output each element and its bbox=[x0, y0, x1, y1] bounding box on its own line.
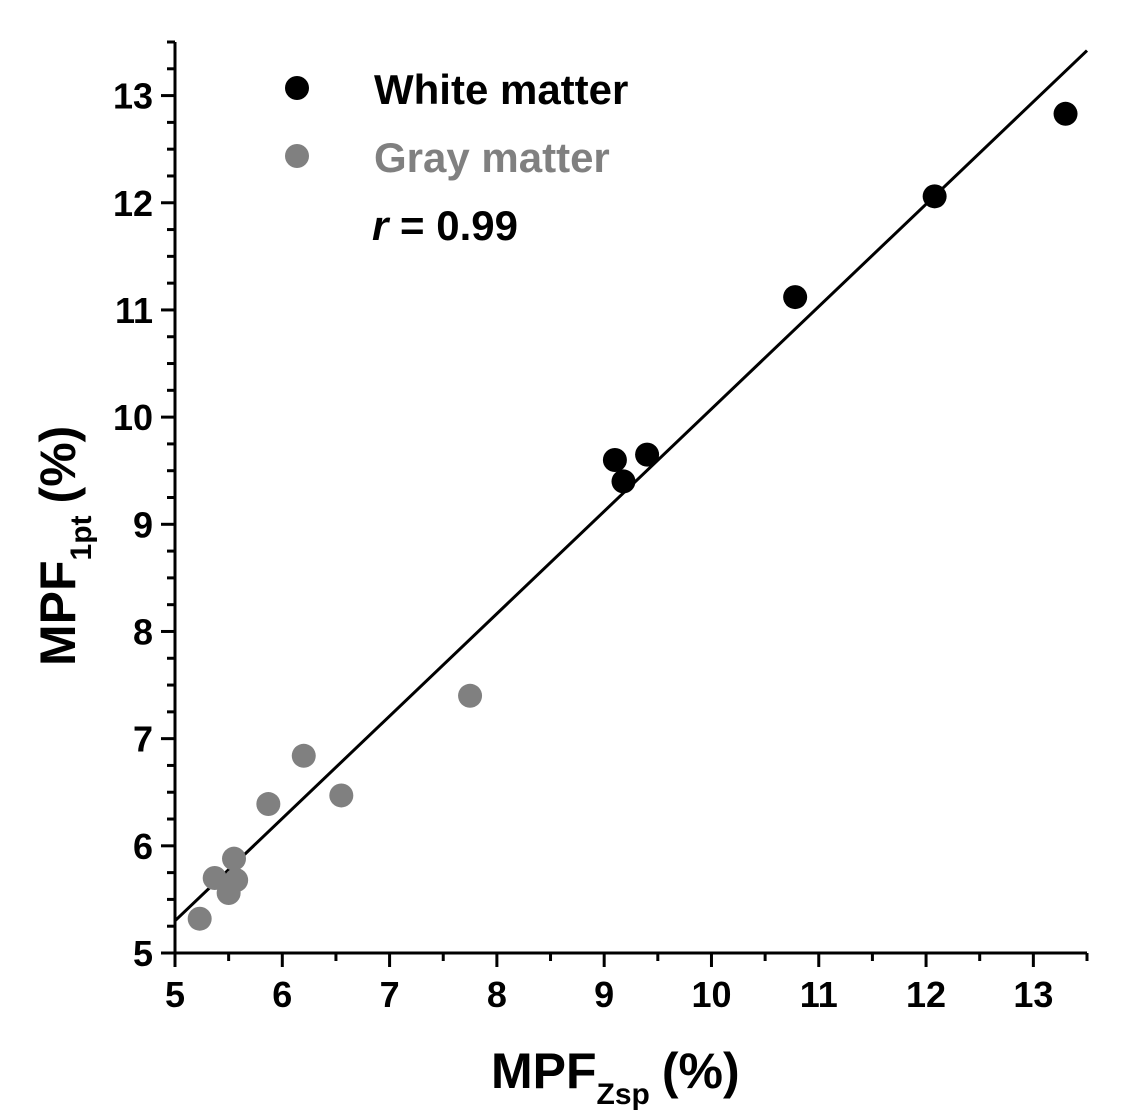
data-point-gray-matter bbox=[256, 792, 281, 817]
x-axis-title-main: MPF bbox=[491, 1043, 597, 1099]
x-tick-label: 12 bbox=[906, 974, 946, 1015]
x-axis-title: MPFZsp (%) bbox=[491, 1043, 740, 1111]
legend-label-gray-matter: Gray matter bbox=[374, 134, 610, 181]
data-point-white-matter bbox=[611, 469, 636, 494]
data-point-gray-matter bbox=[458, 683, 483, 708]
y-tick-label: 13 bbox=[113, 76, 153, 117]
data-point-white-matter bbox=[1053, 101, 1078, 126]
x-tick-label: 6 bbox=[272, 974, 292, 1015]
y-axis-title-main: MPF bbox=[30, 560, 86, 666]
y-tick-label: 5 bbox=[133, 933, 153, 974]
y-axis-title: MPF1pt (%) bbox=[30, 426, 98, 666]
data-point-gray-matter bbox=[222, 846, 247, 871]
x-tick-label: 13 bbox=[1013, 974, 1053, 1015]
y-tick-label: 12 bbox=[113, 183, 153, 224]
legend-label-white-matter: White matter bbox=[374, 66, 628, 113]
y-tick-label: 9 bbox=[133, 504, 153, 545]
data-point-white-matter bbox=[922, 184, 947, 209]
y-axis-title-subscript: 1pt bbox=[65, 515, 98, 560]
legend-marker-white-matter bbox=[285, 76, 309, 100]
x-tick-label: 8 bbox=[487, 974, 507, 1015]
x-tick-label: 11 bbox=[800, 974, 838, 1015]
data-point-gray-matter bbox=[202, 865, 227, 890]
legend-marker-gray-matter bbox=[285, 144, 309, 168]
y-tick-label: 6 bbox=[133, 826, 153, 867]
data-point-gray-matter bbox=[224, 868, 249, 893]
data-point-gray-matter bbox=[329, 783, 354, 808]
y-tick-label: 8 bbox=[133, 611, 153, 652]
x-tick-label: 9 bbox=[594, 974, 614, 1015]
data-point-white-matter bbox=[635, 442, 660, 467]
correlation-annotation: r = 0.99 bbox=[372, 202, 518, 249]
y-axis-title-unit: (%) bbox=[30, 426, 86, 504]
y-tick-label: 10 bbox=[113, 397, 153, 438]
y-tick-label: 7 bbox=[133, 719, 153, 760]
data-points bbox=[187, 101, 1078, 931]
axes: 5 6 7 8 9 10 11 12 13 5 6 7 8 9 10 11 12 13 bbox=[113, 40, 1089, 1015]
data-point-gray-matter bbox=[291, 743, 316, 768]
data-point-white-matter bbox=[783, 285, 808, 310]
data-point-gray-matter bbox=[187, 906, 212, 931]
y-tick-label: 11 bbox=[115, 290, 153, 331]
x-tick-label: 5 bbox=[165, 974, 185, 1015]
correlation-value: = 0.99 bbox=[388, 202, 518, 249]
x-axis-title-unit: (%) bbox=[662, 1043, 740, 1099]
legend: White matter Gray matter r = 0.99 bbox=[285, 66, 628, 249]
data-point-white-matter bbox=[602, 447, 627, 472]
x-axis-title-subscript: Zsp bbox=[597, 1078, 650, 1111]
x-tick-label: 7 bbox=[380, 974, 400, 1015]
x-tick-label: 10 bbox=[691, 974, 731, 1015]
correlation-symbol: r bbox=[372, 202, 391, 249]
